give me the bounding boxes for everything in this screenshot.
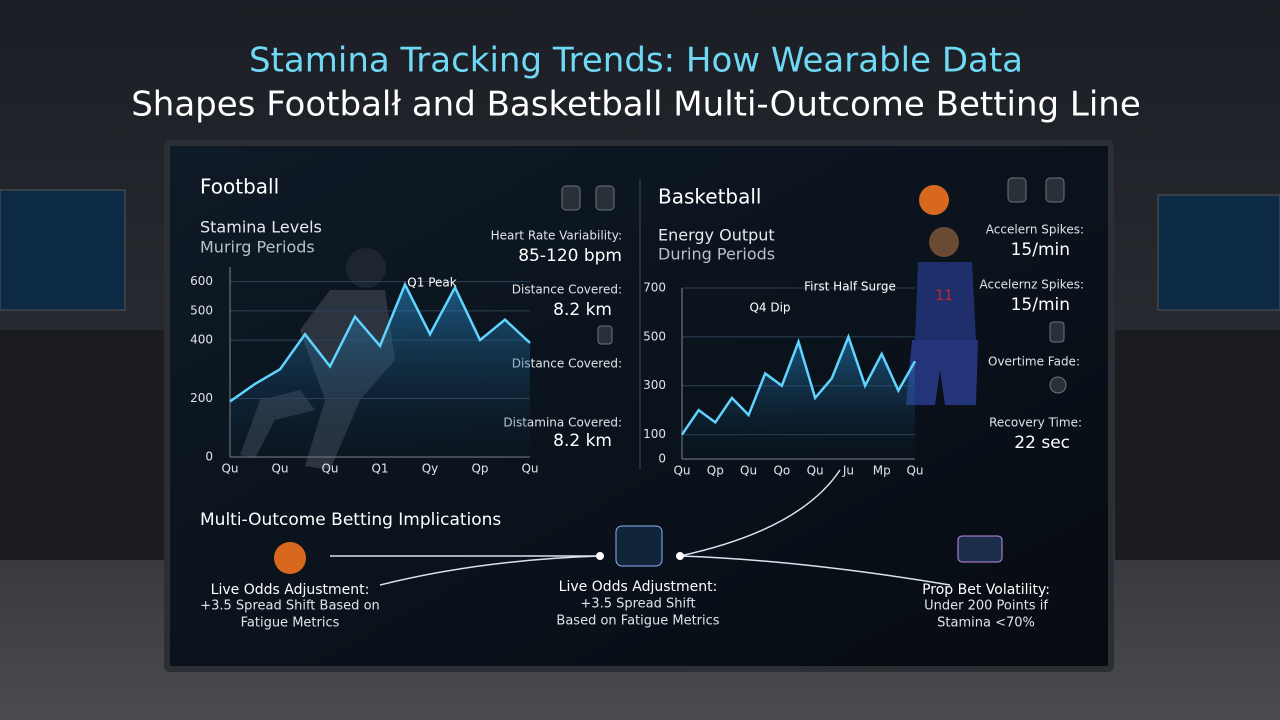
x-tick-label: Qy	[422, 462, 439, 476]
y-tick-label: 200	[190, 391, 213, 405]
x-tick-label: Qu	[521, 462, 538, 476]
x-tick-label: Qp	[707, 464, 724, 478]
basketball-icon	[274, 542, 306, 574]
item-title: Prop Bet Volatility:	[922, 582, 1050, 598]
stat-label: Recovery Time:	[989, 416, 1082, 430]
stat-label: Distamina Covered:	[503, 416, 622, 430]
x-tick-label: Mp	[873, 464, 891, 478]
x-tick-label: Ju	[842, 464, 854, 478]
section-heading: Multi-Outcome Betting Implications	[200, 510, 501, 530]
x-tick-label: Qu	[740, 464, 757, 478]
side-monitor	[1157, 194, 1280, 311]
x-tick-label: Qo	[773, 464, 790, 478]
connector-lines	[330, 469, 951, 586]
side-monitor	[0, 189, 126, 311]
line-area	[230, 284, 530, 457]
item-title: Live Odds Adjustment:	[559, 579, 718, 595]
betting-icon	[615, 525, 663, 567]
item-text: +3.5 Spread Shift	[580, 597, 695, 612]
connector-node	[676, 552, 684, 560]
y-tick-label: 100	[643, 427, 666, 441]
y-tick-label: 500	[190, 303, 213, 317]
jersey-number: 11	[935, 288, 953, 304]
y-tick-label: 600	[190, 274, 213, 288]
charts: 0 200 400 500 600 Qu Qu Qu Q1 Qy Qp Qu Q1 Peak 0 100 30…	[190, 267, 924, 478]
watch-icons	[561, 177, 1067, 394]
stat-value: 15/min	[1011, 240, 1070, 260]
basketball-player: 11	[906, 185, 978, 405]
y-tick-label: 0	[658, 452, 666, 466]
title-line: Shapes Footbalł and Basketball Multi-Out…	[131, 85, 1141, 125]
x-tick-label: Qu	[807, 464, 824, 478]
panel-subtitle: During Periods	[658, 245, 775, 264]
panel-heading: Basketball	[658, 185, 761, 209]
annotation: Q4 Dip	[749, 301, 790, 315]
stat-value: 8.2 km	[553, 300, 612, 320]
y-tick-label: 700	[643, 281, 666, 295]
y-tick-label: 500	[643, 329, 666, 343]
x-tick-label: Qp	[471, 462, 488, 476]
panel-subtitle: Energy Output	[658, 226, 775, 245]
server-rack	[1115, 330, 1280, 560]
stat-value: 8.2 km	[553, 431, 612, 451]
stat-label: Accelern Spikes:	[986, 223, 1084, 237]
item-text: +3.5 Spread Shift Based on	[200, 599, 380, 614]
server-rack	[0, 330, 165, 560]
card-icon	[957, 535, 1003, 563]
annotation: First Half Surge	[804, 280, 896, 294]
item-text: Stamina <70%	[937, 616, 1035, 631]
item-text: Under 200 Points if	[924, 599, 1048, 614]
x-tick-label: Qu	[271, 462, 288, 476]
connector-node	[596, 552, 604, 560]
stat-label: Distance Covered:	[512, 283, 622, 297]
stat-value: 15/min	[1011, 295, 1070, 315]
item-title: Live Odds Adjustment:	[211, 582, 370, 598]
stat-label: Distance Covered:	[512, 357, 622, 371]
item-text: Based on Fatigue Metrics	[556, 614, 719, 629]
stat-label: Overtime Fade:	[988, 355, 1080, 369]
stat-label: Heart Rate Variability:	[491, 229, 622, 243]
data-line	[680, 333, 917, 436]
panel-heading: Football	[200, 175, 279, 199]
y-tick-label: 400	[190, 333, 213, 347]
data-line	[229, 281, 531, 403]
title-line: Stamina Tracking Trends: How Wearable Da…	[249, 41, 1023, 81]
x-tick-label: Qu	[906, 464, 923, 478]
x-tick-label: Q1	[371, 462, 388, 476]
panel-subtitle: Stamina Levels	[200, 218, 322, 237]
y-tick-label: 300	[643, 378, 666, 392]
stat-value: 85-120 bpm	[518, 246, 622, 266]
panel-subtitle: Murirg Periods	[200, 238, 315, 257]
x-tick-label: Qu	[321, 462, 338, 476]
annotation: Q1 Peak	[407, 276, 456, 290]
item-text: Fatigue Metrics	[241, 616, 340, 631]
x-tick-label: Qu	[221, 462, 238, 476]
x-tick-label: Qu	[673, 464, 690, 478]
y-tick-label: 0	[205, 450, 213, 464]
stat-value: 22 sec	[1014, 433, 1070, 453]
stat-label: Accelernz Spikes:	[979, 278, 1084, 292]
line-area	[682, 336, 915, 459]
